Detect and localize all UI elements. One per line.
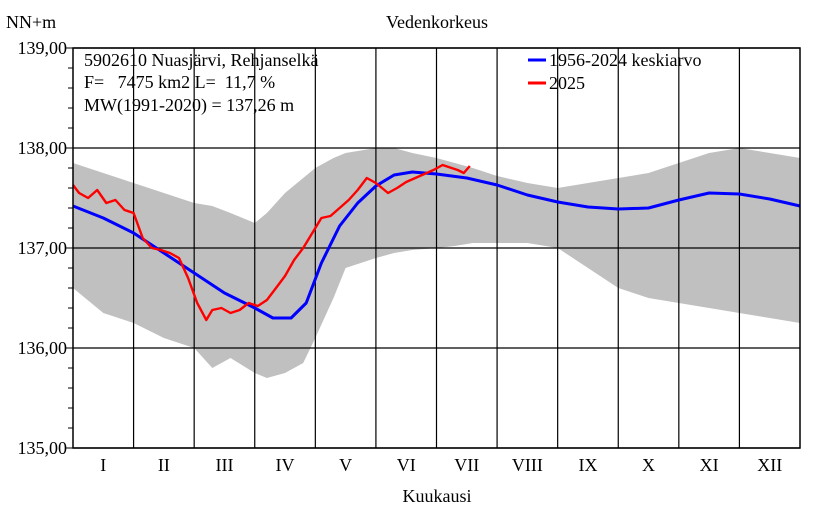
- month-label-V: V: [339, 455, 352, 475]
- month-label-XII: XII: [757, 455, 782, 475]
- y-tick-label-4: 139,00: [18, 38, 68, 58]
- month-label-VII: VII: [454, 455, 479, 475]
- info-line-station: 5902610 Nuasjärvi, Rehjanselkä: [84, 50, 318, 70]
- legend-label-mean: 1956-2024 keskiarvo: [549, 50, 701, 70]
- month-label-XI: XI: [700, 455, 719, 475]
- info-line-area: F= 7475 km2 L= 11,7 %: [84, 72, 275, 92]
- month-label-III: III: [215, 455, 233, 475]
- legend-label-2025: 2025: [549, 73, 585, 93]
- y-tick-label-3: 138,00: [18, 138, 68, 158]
- month-label-IV: IV: [276, 455, 295, 475]
- y-tick-label-0: 135,00: [18, 438, 68, 458]
- month-label-VI: VI: [397, 455, 416, 475]
- x-axis-label: Kuukausi: [403, 486, 472, 506]
- series-line-1: [72, 163, 471, 322]
- month-label-I: I: [100, 455, 106, 475]
- y-axis-label: NN+m: [6, 12, 56, 32]
- month-label-IX: IX: [578, 455, 597, 475]
- legend: 1956-2024 keskiarvo 2025: [528, 50, 701, 93]
- chart-title: Vedenkorkeus: [386, 12, 488, 32]
- month-label-VIII: VIII: [512, 455, 543, 475]
- series-line-0: [72, 170, 801, 320]
- y-tick-label-2: 137,00: [18, 238, 68, 258]
- station-info: 5902610 Nuasjärvi, Rehjanselkä F= 7475 k…: [84, 50, 318, 116]
- month-label-X: X: [642, 455, 655, 475]
- info-line-mean: MW(1991-2020) = 137,26 m: [84, 95, 294, 116]
- series-layer: [72, 163, 801, 322]
- month-label-II: II: [158, 455, 170, 475]
- y-tick-label-1: 136,00: [18, 338, 68, 358]
